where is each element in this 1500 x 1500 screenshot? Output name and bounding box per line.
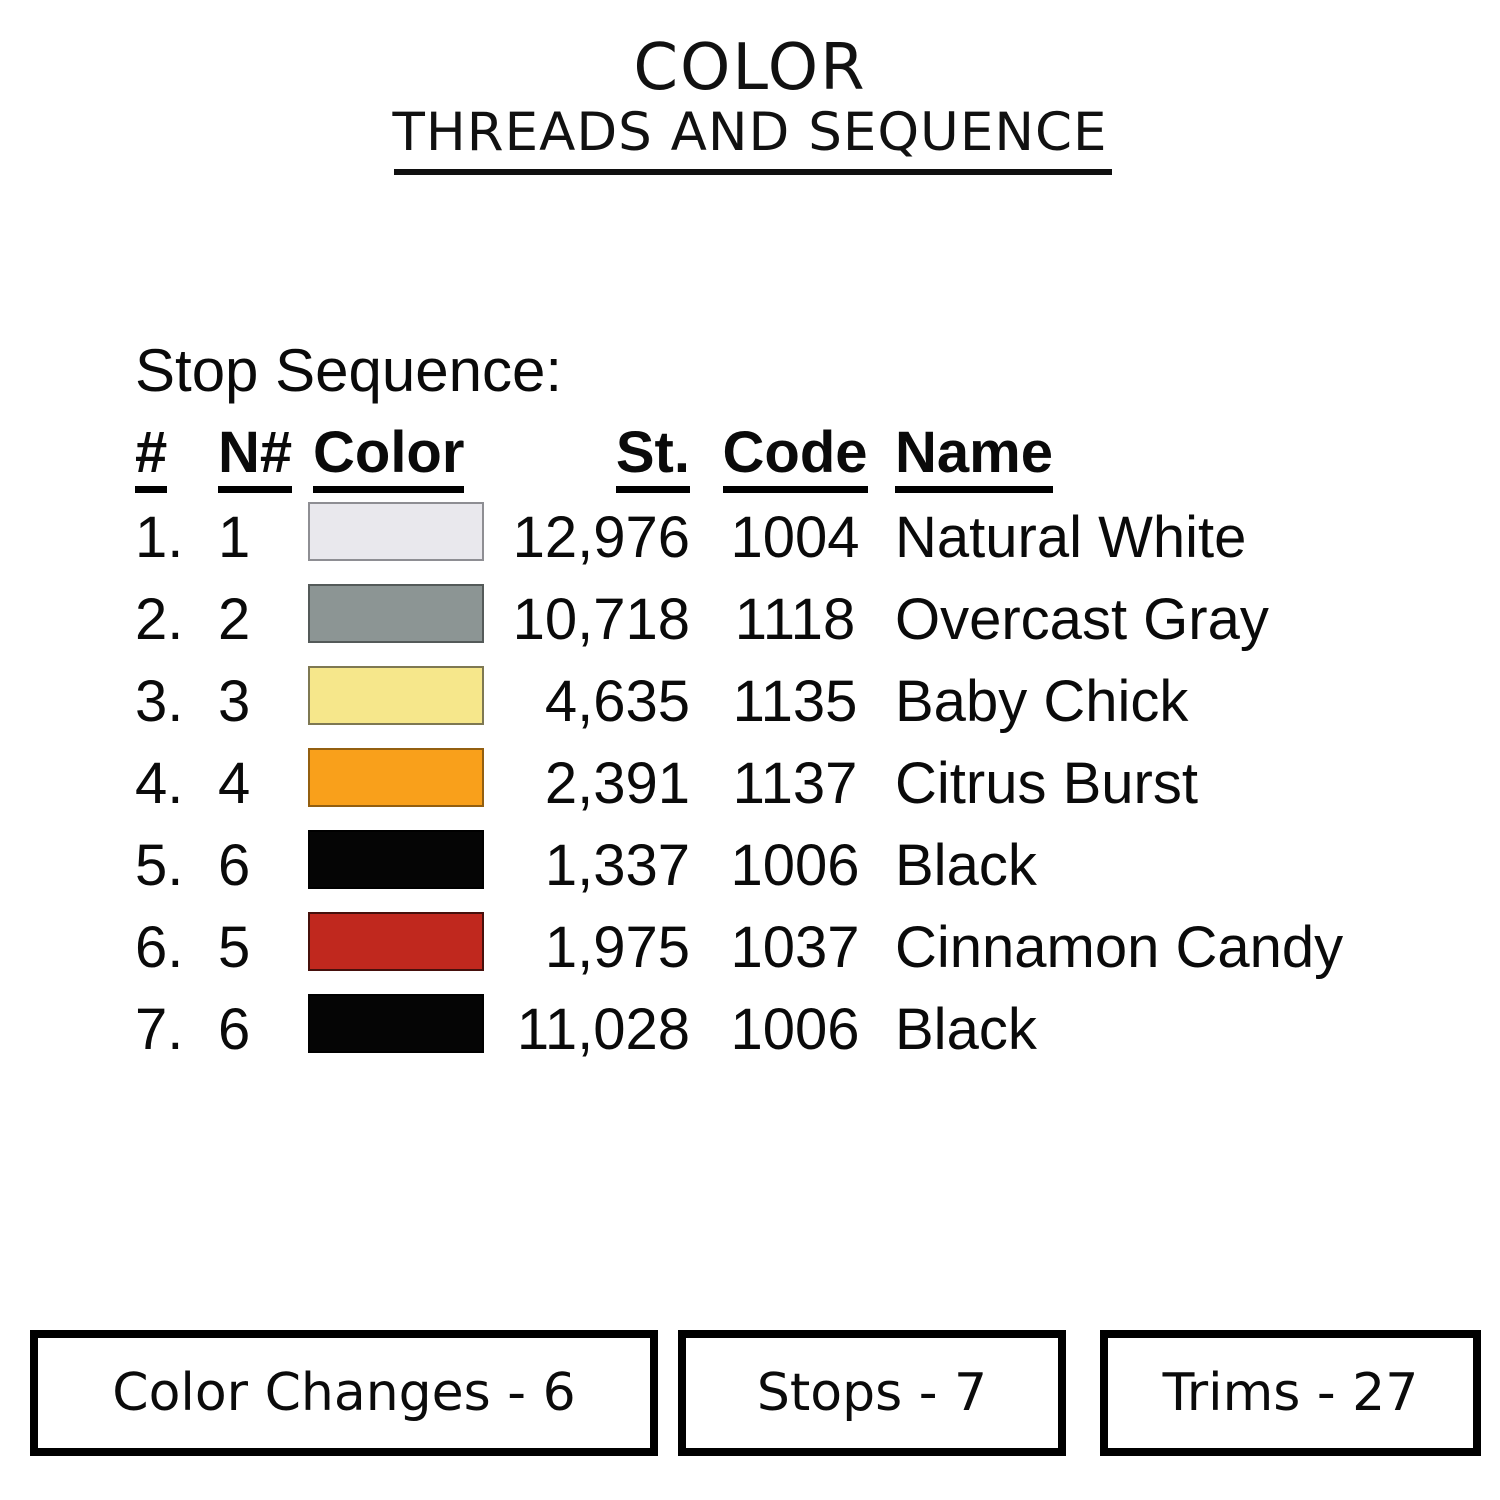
row-needle: 3 [218, 669, 251, 734]
row-thread-name: Cinnamon Candy [895, 915, 1344, 980]
thread-color-swatch [308, 994, 484, 1053]
row-thread-code: 1037 [730, 915, 860, 980]
row-stitch-count: 1,975 [544, 915, 690, 980]
row-num: 7. [135, 997, 184, 1062]
thread-color-swatch [308, 666, 484, 725]
header-num: # [135, 424, 210, 493]
row-num: 2. [135, 587, 184, 652]
row-stitch-count: 1,337 [544, 833, 690, 898]
table-row: 3. 3 4,635 1135 Baby Chick [135, 664, 1475, 734]
thread-color-swatch [308, 830, 484, 889]
row-needle: 2 [218, 587, 251, 652]
row-needle: 5 [218, 915, 251, 980]
row-thread-name: Black [895, 997, 1037, 1062]
row-thread-code: 1118 [734, 587, 856, 652]
title-underline [394, 169, 1112, 175]
row-thread-name: Natural White [895, 505, 1247, 570]
row-thread-code: 1006 [730, 833, 860, 898]
page-title: COLOR [633, 31, 867, 105]
trims-box: Trims - 27 [1100, 1330, 1481, 1456]
row-num: 5. [135, 833, 184, 898]
table-header: # N# Color St. Code Name [135, 424, 1435, 493]
row-thread-code: 1135 [732, 669, 858, 734]
row-needle: 4 [218, 751, 251, 816]
stop-sequence-heading: Stop Sequence: [135, 337, 563, 404]
row-stitch-count: 2,391 [544, 751, 690, 816]
thread-color-swatch [308, 502, 484, 561]
row-thread-name: Baby Chick [895, 669, 1189, 734]
row-thread-name: Overcast Gray [895, 587, 1269, 652]
header-code: Code [720, 424, 870, 493]
thread-color-swatch [308, 748, 484, 807]
row-thread-name: Citrus Burst [895, 751, 1198, 816]
trims-label: Trims - 27 [1162, 1363, 1419, 1423]
row-needle: 1 [218, 505, 251, 570]
stops-label: Stops - 7 [756, 1363, 988, 1423]
row-stitch-count: 4,635 [544, 669, 690, 734]
header-color: Color [313, 424, 613, 493]
row-thread-code: 1006 [730, 997, 860, 1062]
row-thread-code: 1137 [732, 751, 858, 816]
page-subtitle: THREADS AND SEQUENCE [392, 102, 1108, 163]
row-num: 4. [135, 751, 184, 816]
header-name: Name [895, 424, 1295, 493]
table-row: 1. 1 12,976 1004 Natural White [135, 500, 1475, 570]
thread-color-swatch [308, 912, 484, 971]
row-needle: 6 [218, 833, 251, 898]
table-row: 6. 5 1,975 1037 Cinnamon Candy [135, 910, 1475, 980]
thread-color-swatch [308, 584, 484, 643]
row-num: 3. [135, 669, 184, 734]
table-row: 5. 6 1,337 1006 Black [135, 828, 1475, 898]
table-row: 2. 2 10,718 1118 Overcast Gray [135, 582, 1475, 652]
row-num: 1. [135, 505, 184, 570]
color-changes-box: Color Changes - 6 [30, 1330, 658, 1456]
color-changes-label: Color Changes - 6 [112, 1363, 576, 1423]
stops-box: Stops - 7 [678, 1330, 1066, 1456]
row-stitch-count: 11,028 [516, 997, 690, 1062]
row-num: 6. [135, 915, 184, 980]
table-row: 7. 6 11,028 1006 Black [135, 992, 1475, 1062]
row-needle: 6 [218, 997, 251, 1062]
header-stitches: St. [465, 424, 690, 493]
header-needle: N# [218, 424, 308, 493]
table-row: 4. 4 2,391 1137 Citrus Burst [135, 746, 1475, 816]
row-thread-code: 1004 [730, 505, 860, 570]
row-stitch-count: 10,718 [512, 587, 690, 652]
row-stitch-count: 12,976 [512, 505, 690, 570]
row-thread-name: Black [895, 833, 1037, 898]
